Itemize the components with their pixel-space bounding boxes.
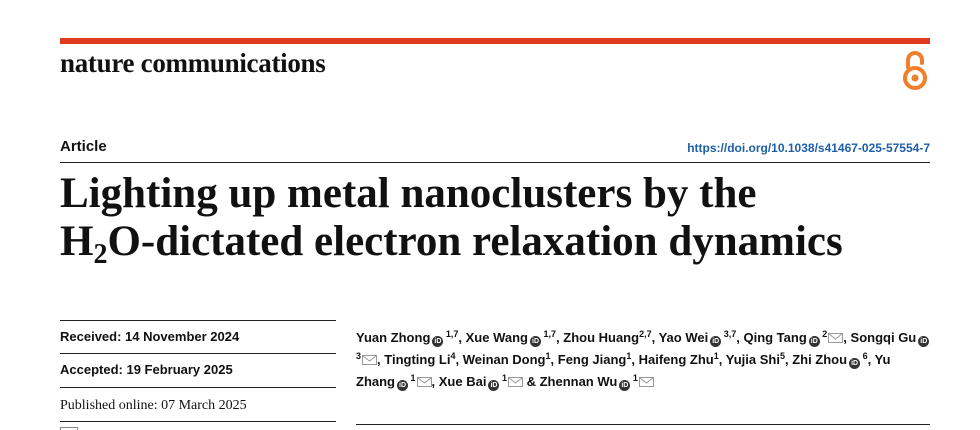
orcid-icon[interactable]: iD [619,380,631,391]
author-name[interactable]: Yujia Shi [725,352,780,367]
author-item: Tingting Li4 [384,351,456,368]
author-name[interactable]: Zhi Zhou [792,352,848,367]
author-list: Yuan Zhong iD 1,7, Xue Wang iD 1,7, Zhou H… [356,329,930,391]
author-item: Haifeng Zhu1 [638,351,719,368]
dates-top-rule [60,320,336,321]
affiliation-marker: 4 [450,351,456,361]
orcid-icon[interactable]: iD [849,358,861,369]
affiliation-marker: 1,7 [443,329,459,339]
affiliation-marker: 1 [713,351,719,361]
affiliation-marker: 3 [356,351,362,361]
email-icon[interactable] [638,374,654,389]
email-icon[interactable] [361,352,378,367]
author-name[interactable]: Weinan Dong [462,352,546,367]
author-name[interactable]: Xue Wang [465,330,528,345]
author-name[interactable]: Zhou Huang [563,330,640,345]
doi-link[interactable]: https://doi.org/10.1038/s41467-025-57554… [687,141,930,155]
affiliation-marker: 5 [779,351,785,361]
affiliation-marker: 2 [819,329,828,339]
author-name[interactable]: Xue Bai [438,374,487,389]
author-item: Yuan Zhong iD 1,7 [356,329,459,347]
article-title: Lighting up metal nanoclusters by the H2… [60,170,930,270]
author-name[interactable]: Qing Tang [743,330,807,345]
author-name[interactable]: Zhennan Wu [539,374,618,389]
author-item: Yao Wei iD 3,7 [658,329,737,347]
journal-name[interactable]: nature communications [60,48,326,78]
affiliation-marker: 3,7 [721,329,737,339]
author-item: Zhou Huang2,7 [563,329,652,346]
dates-rule [60,421,336,422]
orcid-icon[interactable]: iD [710,336,722,347]
email-icon[interactable] [827,330,844,345]
email-icon[interactable] [507,374,523,389]
author-item: Zhi Zhou iD 6 [792,351,868,369]
author-name[interactable]: Yu Zhang [356,352,891,389]
orcid-icon[interactable]: iD [397,380,408,391]
dates-rule [60,387,336,388]
author-item: Yujia Shi5 [725,351,785,368]
author-name[interactable]: Feng Jiang [557,352,627,367]
author-name[interactable]: Tingting Li [384,352,451,367]
author-item: Zhennan Wu iD 1 [539,373,654,391]
orcid-icon[interactable]: iD [530,336,541,347]
author-name[interactable]: Yao Wei [658,330,709,345]
author-item: Yu Zhang iD 1 [356,352,891,391]
author-item: Qing Tang iD 2 [743,329,844,347]
published-date: Published online: 07 March 2025 [60,398,247,413]
affiliation-marker: 1 [630,373,638,383]
journal-header-bar [60,38,930,44]
authors-rule [356,424,930,425]
article-type: Article [60,138,107,155]
author-name[interactable]: Haifeng Zhu [638,352,714,367]
affiliation-marker: 1,7 [541,329,557,339]
title-line-2: H2O-dictated electron relaxation dynamic… [60,218,843,270]
accepted-date: Accepted: 19 February 2025 [60,362,233,377]
open-access-icon [903,51,927,90]
author-item: Feng Jiang1 [557,351,632,368]
email-icon[interactable] [416,374,432,389]
affiliation-marker: 1 [545,351,551,361]
title-line-1: Lighting up metal nanoclusters by the [60,170,757,217]
author-item: Xue Bai iD 1 [438,373,523,391]
affiliation-marker: 2,7 [639,329,652,339]
author-item: Xue Wang iD 1,7 [465,329,557,347]
orcid-icon[interactable]: iD [432,336,444,347]
check-for-updates-icon[interactable] [60,427,78,430]
received-date: Received: 14 November 2024 [60,329,240,344]
orcid-icon[interactable]: iD [488,380,500,391]
affiliation-marker: 6 [860,351,868,361]
dates-rule [60,353,336,354]
title-divider [60,162,930,163]
orcid-icon[interactable]: iD [918,336,930,347]
orcid-icon[interactable]: iD [808,336,820,347]
affiliation-marker: 1 [408,373,416,383]
affiliation-marker: 1 [499,373,507,383]
author-name[interactable]: Yuan Zhong [356,330,431,345]
affiliation-marker: 1 [626,351,632,361]
author-name[interactable]: Songqi Gu [850,330,917,345]
author-item: Weinan Dong1 [462,351,551,368]
